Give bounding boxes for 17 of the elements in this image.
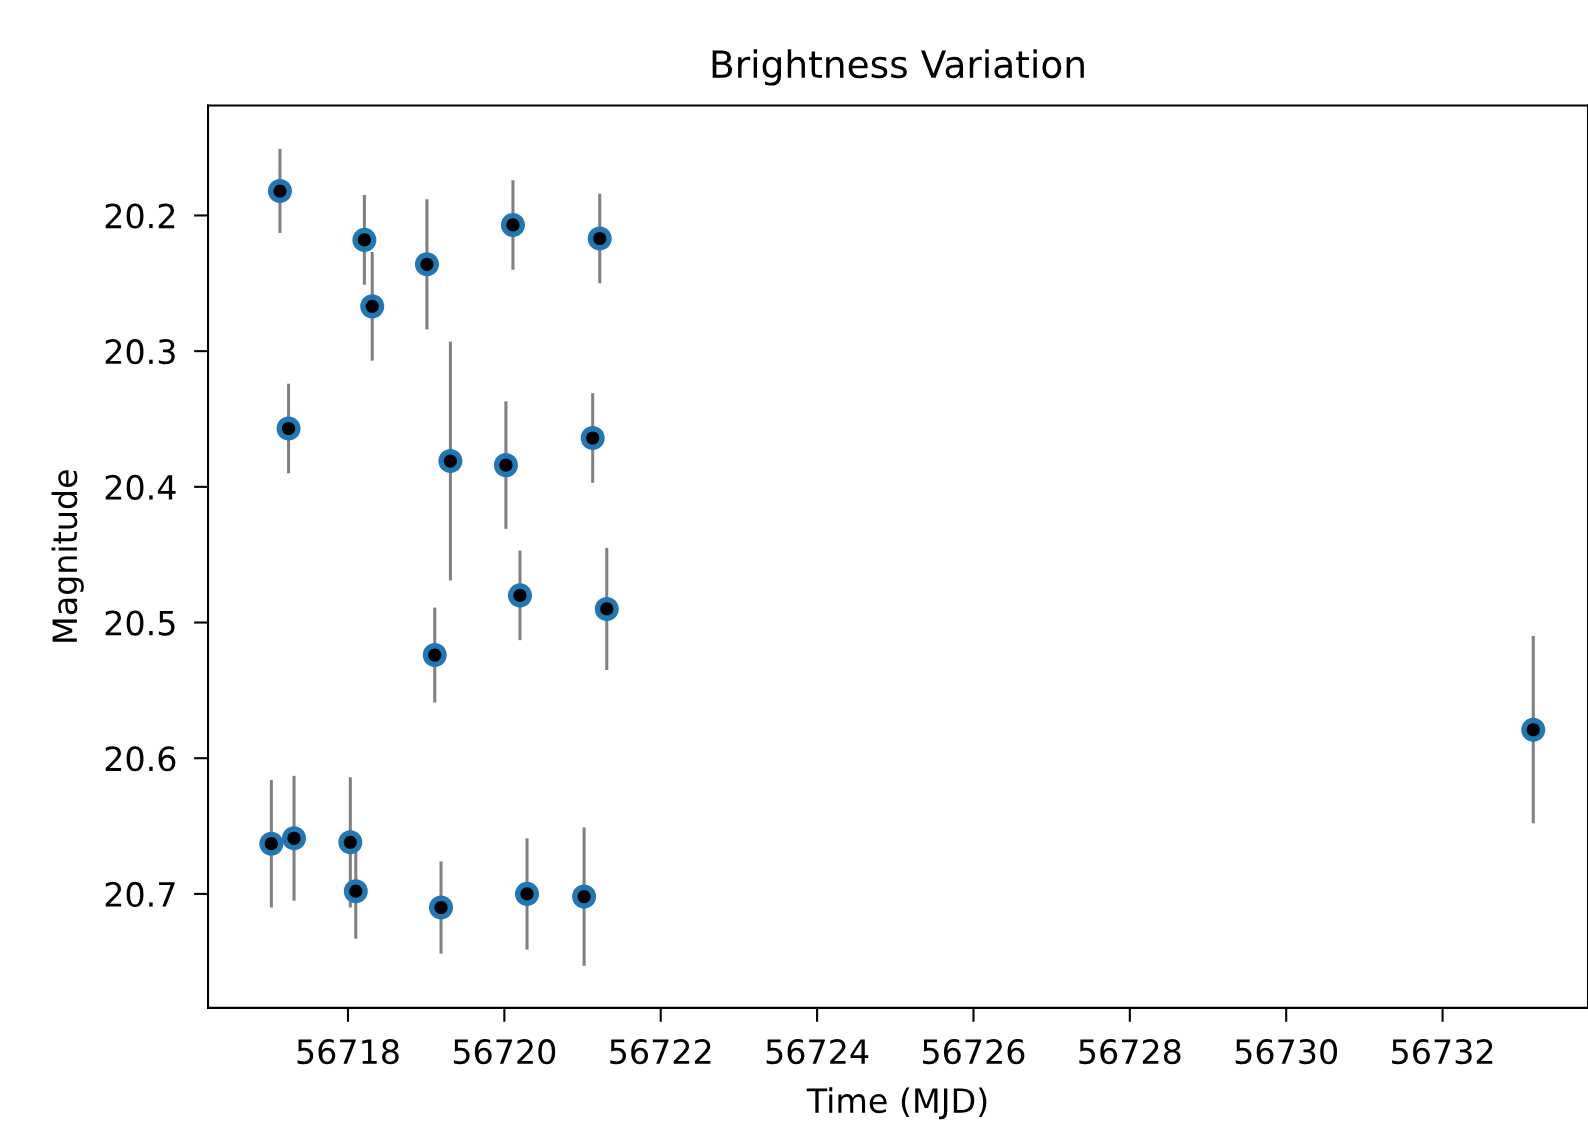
y-axis-title: Magnitude xyxy=(51,470,84,642)
x-tick-label: 56720 xyxy=(453,1039,556,1065)
y-tick-label: 20.7 xyxy=(105,881,175,908)
x-tick-label: 56730 xyxy=(1235,1039,1338,1065)
x-axis-title: Time (MJD) xyxy=(806,1087,987,1120)
x-tick-label: 56732 xyxy=(1392,1039,1493,1065)
y-tick-label: 20.3 xyxy=(105,339,175,365)
y-tick-label: 20.4 xyxy=(105,474,176,500)
x-tick-label: 56728 xyxy=(1079,1039,1181,1065)
y-tick-label: 20.6 xyxy=(105,746,176,772)
chart-title: Brightness Variation xyxy=(712,49,1084,86)
y-tick-label: 20.5 xyxy=(105,610,175,636)
x-tick-label: 56718 xyxy=(297,1039,399,1065)
x-tick-label: 56726 xyxy=(923,1039,1025,1065)
y-tick-label: 20.2 xyxy=(105,203,175,229)
x-tick-label: 56724 xyxy=(766,1039,869,1065)
x-tick-label: 56722 xyxy=(610,1039,711,1065)
